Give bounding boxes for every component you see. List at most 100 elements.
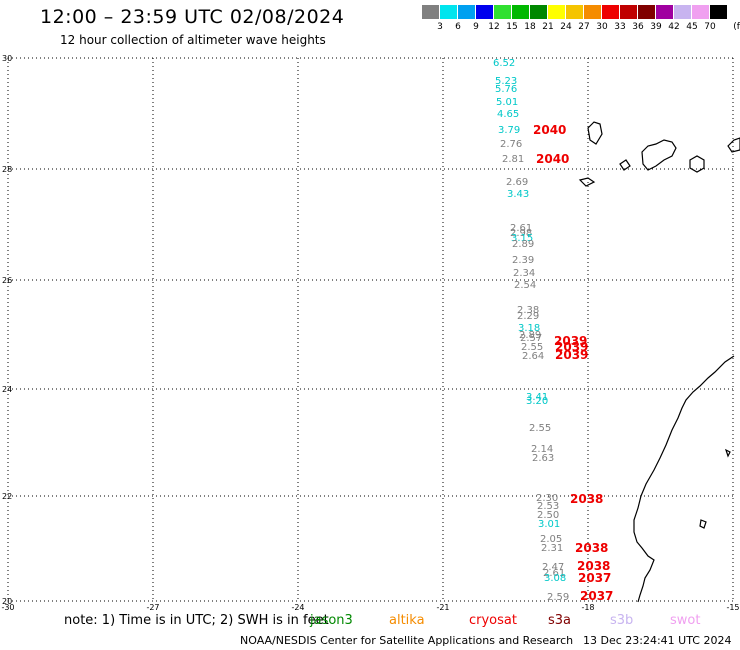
wave-height-value: 2.31 [541, 543, 563, 554]
legend-swatch [494, 5, 511, 19]
pass-time-label: 2037 [578, 571, 611, 585]
legend-swatch [638, 5, 655, 19]
wave-height-value: 2.47 [542, 562, 564, 573]
wave-height-value: 2.61 [510, 223, 532, 234]
latitude-tick-label: 26 [2, 276, 12, 285]
legend-swatch [656, 5, 673, 19]
wave-height-value: 2.55 [529, 423, 551, 434]
satellite-jason3: jason3 [310, 613, 353, 628]
longitude-tick-label: -27 [146, 603, 159, 612]
coastal-islet-1 [724, 448, 731, 458]
canary-island-hierro [578, 177, 596, 187]
wave-height-value: 2.53 [537, 501, 559, 512]
pass-time-label: 2038 [575, 541, 608, 555]
wave-height-value: 2.89 [512, 239, 534, 250]
legend-label: 36 [632, 22, 644, 32]
generated-timestamp: 13 Dec 23:24:41 UTC 2024 [583, 634, 732, 647]
wave-height-value: 3.43 [507, 189, 529, 200]
legend-swatch [566, 5, 583, 19]
legend-label: 30 [596, 22, 608, 32]
wave-height-value: 2.39 [512, 255, 534, 266]
satellite-s3b: s3b [610, 613, 634, 628]
legend-swatch [512, 5, 529, 19]
pass-time-label: 2040 [536, 152, 569, 166]
pass-time-label: 2039 [555, 348, 588, 362]
wave-height-value: 2.38 [517, 305, 539, 316]
legend-label: 9 [473, 22, 479, 32]
legend-swatch [440, 5, 457, 19]
satellite-altika: altika [389, 613, 425, 628]
wave-height-value: 3.18 [518, 323, 540, 334]
wave-height-value: 3.79 [498, 125, 520, 136]
longitude-tick-label: -18 [581, 603, 594, 612]
latitude-tick-label: 24 [2, 385, 12, 394]
africa-coastline [633, 355, 735, 603]
axis-tick-labels: 30 28 26 24 22 20-30 -27 -24 -21 -18 -15 [1, 54, 739, 612]
latitude-tick-label: 28 [2, 165, 12, 174]
pass-time-label: 2038 [570, 492, 603, 506]
longitude-tick-label: -24 [291, 603, 304, 612]
wave-height-value: 2.55 [521, 342, 543, 353]
footer-credit: NOAA/NESDIS Center for Satellite Applica… [240, 634, 574, 647]
wave-height-value: 2.64 [522, 351, 544, 362]
wave-height-labels: 6.52 5.235.76 5.014.65 3.79 2.76 2.81 2.693.43… [493, 58, 569, 603]
legend-label: 42 [668, 22, 680, 32]
longitude-tick-label: -21 [436, 603, 449, 612]
wave-height-value: 2.81 [502, 154, 524, 165]
legend-swatch [458, 5, 475, 19]
map-title: 12:00 – 23:59 UTC 02/08/2024 [40, 6, 345, 28]
legend-swatch [674, 5, 691, 19]
longitude-tick-label: -30 [1, 603, 14, 612]
legend-label: 18 [524, 22, 536, 32]
legend-swatch [710, 5, 727, 19]
satellite-cryosat: cryosat [469, 613, 517, 628]
canary-island-tenerife [641, 139, 677, 171]
legend-label: 70 [704, 22, 716, 32]
wave-height-value: 2.30 [536, 493, 558, 504]
pass-time-label: 2040 [533, 123, 566, 137]
legend-label: 45 [686, 22, 698, 32]
legend-label: 27 [578, 22, 590, 32]
wave-height-value: 2.59 [547, 592, 569, 603]
coastal-islet-2 [699, 519, 707, 529]
legend-swatch [476, 5, 493, 19]
pass-time-label: 2039 [555, 340, 588, 354]
wave-height-value: 5.01 [496, 97, 518, 108]
wave-height-value: 5.76 [495, 84, 517, 95]
wave-height-value: 3.15 [511, 233, 533, 244]
lat-lon-grid [7, 57, 734, 602]
wave-height-value: 2.29 [517, 311, 539, 322]
pass-time-label: 2037 [580, 589, 613, 603]
longitude-tick-label: -15 [726, 603, 739, 612]
legend-label: 3 [437, 22, 443, 32]
wave-height-value: 3.08 [544, 573, 566, 584]
legend-swatch [548, 5, 565, 19]
latitude-tick-label: 20 [2, 597, 12, 606]
coastline [578, 121, 740, 603]
note-text: note: 1) Time is in UTC; 2) SWH is in fe… [64, 613, 329, 628]
wave-height-value: 4.65 [497, 109, 519, 120]
legend-label: 15 [506, 22, 518, 32]
legend-swatch [584, 5, 601, 19]
legend-label: 33 [614, 22, 626, 32]
wave-height-value: 3.41 [526, 392, 548, 403]
canary-island-gran-canaria [689, 155, 705, 173]
wave-height-value: 2.63 [532, 453, 554, 464]
legend-swatch [602, 5, 619, 19]
satellite-s3a: s3a [548, 613, 572, 628]
pass-time-label: 2038 [577, 559, 610, 573]
wave-height-value: 2.98 [510, 228, 532, 239]
canary-island-gomera [619, 159, 631, 171]
wave-height-value: 2.69 [506, 177, 528, 188]
wave-height-value: 2.89 [519, 330, 541, 341]
wave-height-value: 2.05 [540, 534, 562, 545]
canary-island-fuerteventura [727, 137, 740, 153]
legend-swatch [692, 5, 709, 19]
latitude-tick-label: 22 [2, 492, 12, 501]
canary-island-la-palma [587, 121, 603, 145]
legend-swatch [620, 5, 637, 19]
wave-height-value: 2.54 [514, 280, 536, 291]
wave-height-value: 2.61 [543, 568, 565, 579]
map-subtitle: 12 hour collection of altimeter wave hei… [60, 33, 326, 47]
